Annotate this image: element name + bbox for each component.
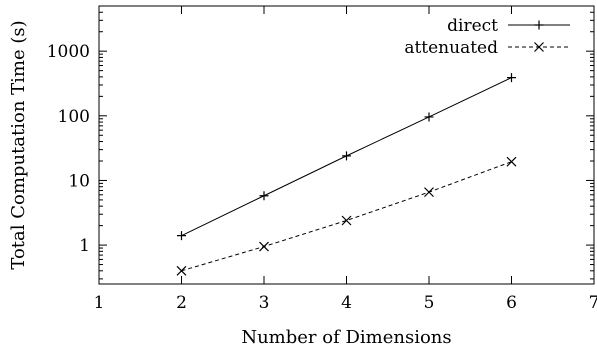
legend-label-attenuated: attenuated — [404, 38, 498, 58]
x-tick-label: 2 — [176, 293, 187, 313]
data-point-plus — [507, 73, 516, 83]
x-tick-label: 1 — [94, 293, 105, 313]
axes: 1 2 3 4 5 6 7 1 10 100 1000 — [47, 5, 597, 313]
plot-frame — [98, 5, 595, 285]
series-line-attenuated — [181, 161, 512, 272]
data-point-plus — [534, 20, 544, 30]
x-tick-label: 6 — [506, 293, 517, 313]
x-tick-label: 5 — [424, 293, 435, 313]
y-tick-label: 10 — [68, 171, 90, 191]
chart-marks — [176, 73, 517, 276]
x-tick-label: 3 — [259, 293, 270, 313]
y-tick-label: 1000 — [47, 42, 90, 62]
data-point-cross — [534, 42, 544, 52]
y-tick-label: 1 — [79, 236, 90, 256]
data-point-cross — [424, 187, 434, 198]
data-point-plus — [259, 191, 269, 201]
data-point-plus — [342, 151, 351, 161]
legend-label-direct: direct — [447, 16, 498, 36]
x-tick-label: 7 — [589, 293, 597, 313]
y-axis-title: Total Computation Time (s) — [8, 20, 29, 269]
data-point-plus — [424, 112, 434, 122]
data-point-cross — [259, 241, 269, 252]
data-point-plus — [177, 231, 186, 241]
data-point-cross — [176, 265, 187, 276]
y-tick-label: 100 — [58, 107, 90, 127]
x-tick-label: 4 — [341, 293, 352, 313]
x-axis-title: Number of Dimensions — [241, 327, 451, 348]
data-point-cross — [506, 156, 517, 167]
data-point-cross — [341, 215, 352, 226]
